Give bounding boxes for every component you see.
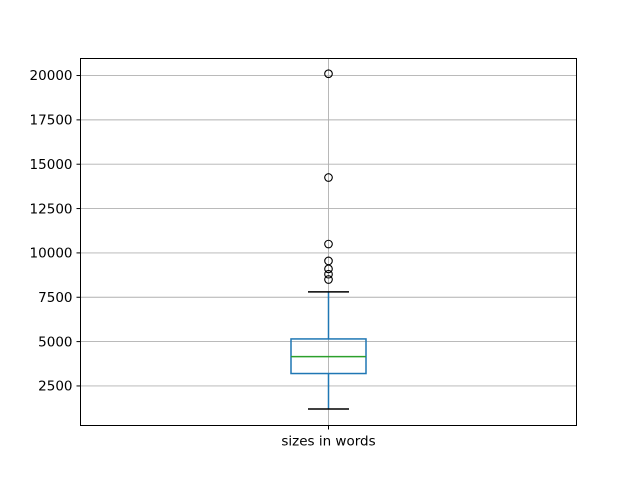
- outlier-marker: [324, 69, 333, 79]
- y-tick-label: 12500: [30, 201, 73, 217]
- y-tick-label: 20000: [30, 68, 73, 84]
- plot-border: [80, 58, 577, 426]
- box-layer: [290, 69, 367, 410]
- x-tick-label: sizes in words: [281, 434, 375, 450]
- y-tick-label: 7500: [38, 290, 72, 306]
- y-tick-label: 2500: [38, 379, 72, 395]
- y-tick-label: 5000: [38, 334, 72, 350]
- outlier-marker: [324, 256, 333, 266]
- axis-layer: 2500 5000 7500 10000 12500 15000 17500 20000: [30, 58, 577, 430]
- outlier-marker: [324, 275, 333, 284]
- outlier-marker: [324, 239, 333, 249]
- y-tick-label: 10000: [30, 246, 73, 262]
- grid-layer: [80, 58, 577, 426]
- y-tick-label: 17500: [30, 113, 73, 129]
- outlier-marker: [324, 269, 333, 279]
- outlier-marker: [324, 173, 333, 182]
- y-tick-label: 15000: [30, 157, 73, 173]
